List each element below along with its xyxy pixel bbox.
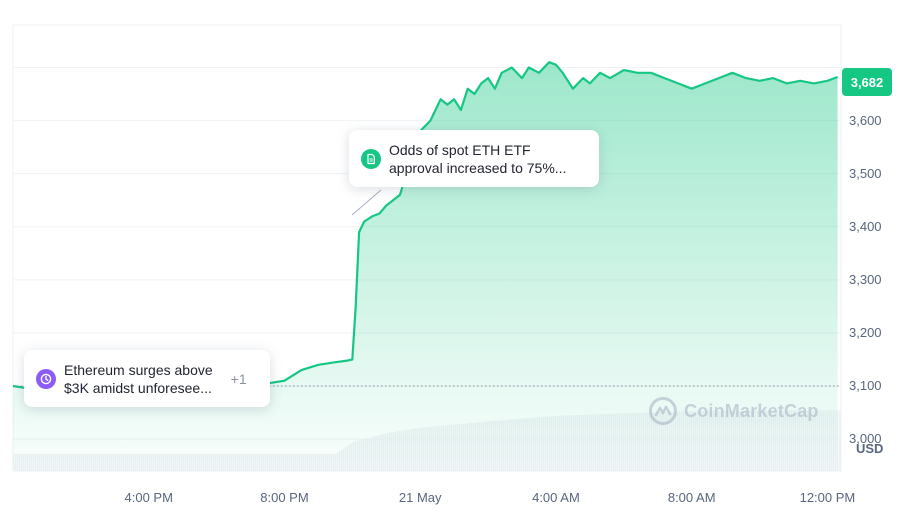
y-axis-unit: USD (856, 441, 884, 456)
volume-bar (837, 410, 839, 471)
document-icon (361, 148, 381, 169)
clock-icon (36, 368, 56, 389)
x-tick-label: 12:00 PM (799, 490, 856, 505)
volume-bar (839, 410, 841, 471)
watermark-text: CoinMarketCap (684, 400, 819, 421)
y-tick-label: 3,200 (849, 324, 882, 340)
y-tick-label: 3,300 (849, 271, 882, 287)
coinmarketcap-logo-icon (649, 397, 677, 425)
more-news-count[interactable]: +1 (230, 370, 247, 387)
x-tick-label: 8:00 AM (667, 490, 716, 505)
callout-line-2: approval increased to 75%... (389, 159, 567, 176)
x-tick-label: 4:00 AM (532, 490, 580, 505)
y-tick-label: 3,500 (849, 165, 882, 181)
callout-line-1: Odds of spot ETH ETF (389, 141, 531, 158)
price-area-fill (13, 62, 838, 471)
callout-connector-line (351, 189, 382, 216)
news-callout-eth-etf[interactable]: Odds of spot ETH ETF approval increased … (349, 130, 599, 187)
x-tick-label: 21 May (398, 490, 442, 505)
y-tick-label: 3,400 (849, 218, 882, 234)
callout-line-1: Ethereum surges above (64, 361, 213, 378)
x-tick-label: 4:00 PM (124, 490, 173, 505)
price-area (13, 62, 838, 471)
watermark: CoinMarketCap (648, 396, 819, 426)
current-price-badge: 3,682 (842, 68, 892, 96)
y-tick-label: 3,600 (849, 112, 882, 128)
news-callout-ethereum-surge[interactable]: Ethereum surges above $3K amidst unfores… (24, 350, 270, 407)
y-tick-label: 3,000 (849, 431, 882, 447)
annotation-connector (351, 189, 382, 216)
x-tick-label: 8:00 PM (260, 490, 309, 505)
y-tick-label: 3,100 (849, 378, 882, 394)
callout-line-2: $3K amidst unforesee... (64, 379, 212, 396)
